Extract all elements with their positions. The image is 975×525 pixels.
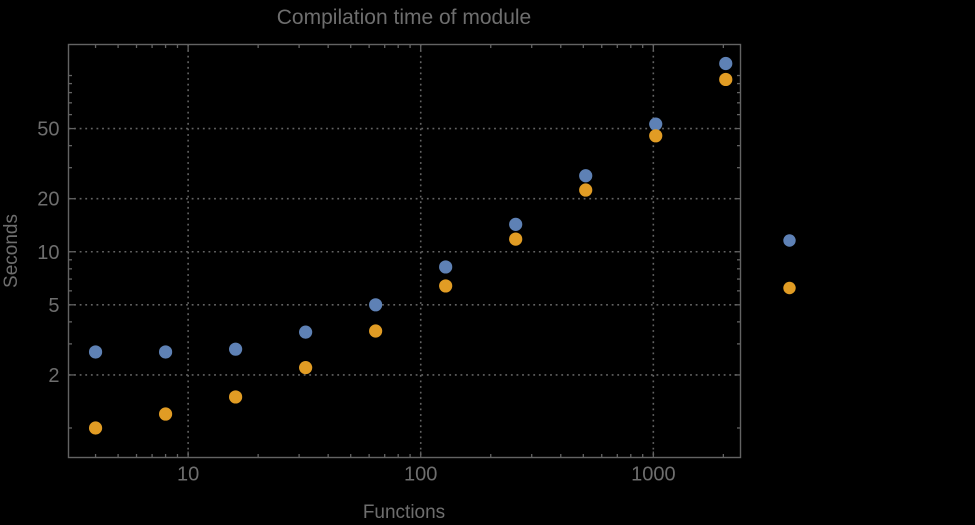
data-point-series-2-orange-x128 [439,279,453,293]
y-axis-label: Seconds [1,214,22,288]
data-point-series-2-orange-x4 [88,421,103,435]
data-point-series-1-blue-x1024 [649,117,663,131]
data-point-series-1-blue-x32 [299,325,313,339]
data-point-series-1-blue-x4 [88,345,103,359]
y-tick-label-10: 10 [37,242,59,264]
data-point-series-1-blue-x512 [579,169,593,183]
data-point-series-1-blue-x128 [439,260,453,274]
y-tick-label-50: 50 [37,119,59,141]
series-1-blue [88,56,733,359]
chart-title: Compilation time of module [276,6,532,29]
data-point-series-2-orange-x2048 [719,72,733,87]
plot-frame [67,43,742,459]
y-tick-label-5: 5 [48,295,59,317]
data-point-series-2-orange-x32 [299,361,313,375]
data-point-series-2-orange-x512 [579,183,593,197]
series-2-orange [88,72,733,435]
data-point-series-2-orange-x8 [158,407,173,421]
y-tick-label-2: 2 [48,365,59,387]
data-point-series-2-orange-x1024 [649,129,663,143]
legend-marker-series-2 [783,281,796,295]
x-tick-label-10: 10 [177,464,199,486]
data-point-series-1-blue-x16 [229,342,243,356]
y-axis-ticks [68,74,741,429]
data-point-series-2-orange-x16 [229,390,243,404]
data-point-series-1-blue-x2048 [719,56,733,71]
data-point-series-1-blue-x256 [509,217,523,231]
legend [783,234,796,295]
data-point-series-2-orange-x64 [369,324,383,338]
x-tick-label-100: 100 [404,464,437,486]
y-tick-label-20: 20 [37,189,59,211]
x-tick-label-1000: 1000 [631,464,676,486]
legend-marker-series-1 [783,234,796,247]
data-point-series-1-blue-x64 [369,298,383,312]
data-point-series-1-blue-x8 [158,345,173,359]
x-axis-label: Functions [362,502,446,523]
x-axis-ticks [94,44,725,458]
data-point-series-2-orange-x256 [509,232,523,246]
